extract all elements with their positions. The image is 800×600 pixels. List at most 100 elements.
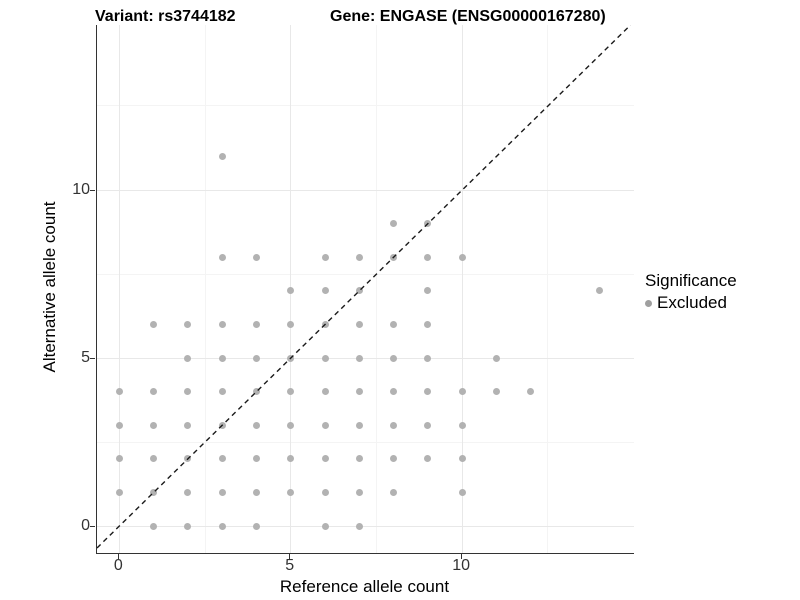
data-point — [287, 489, 295, 496]
y-axis-title: Alternative allele count — [40, 201, 59, 373]
data-point — [321, 354, 329, 362]
data-point — [115, 421, 123, 429]
data-point — [458, 421, 466, 429]
data-point — [287, 354, 295, 362]
gridline — [547, 25, 549, 553]
data-point — [287, 320, 295, 328]
data-point — [184, 522, 192, 530]
data-point — [184, 320, 192, 328]
data-point — [150, 522, 158, 530]
data-point — [252, 253, 260, 261]
gridline — [97, 525, 634, 527]
data-point — [355, 489, 363, 496]
data-point — [252, 388, 260, 396]
legend: Significance Excluded — [645, 271, 737, 313]
data-point — [424, 388, 432, 396]
gridline — [97, 441, 634, 443]
y-tick-mark — [90, 189, 95, 191]
data-point — [218, 522, 226, 530]
x-tick-mark — [117, 554, 119, 559]
data-point — [492, 388, 500, 396]
data-point — [390, 253, 398, 261]
data-point — [458, 489, 466, 496]
data-point — [218, 152, 226, 160]
data-point — [355, 354, 363, 362]
legend-title: Significance — [645, 271, 737, 290]
data-point — [287, 421, 295, 429]
data-point — [390, 388, 398, 396]
data-point — [150, 320, 158, 328]
gridline — [204, 25, 206, 553]
data-point — [252, 455, 260, 463]
data-point — [184, 388, 192, 396]
data-point — [321, 489, 329, 496]
data-point — [218, 320, 226, 328]
gridline — [461, 25, 463, 553]
data-point — [390, 489, 398, 496]
data-point — [115, 489, 123, 496]
x-tick-mark — [460, 554, 462, 559]
x-tick-label: 10 — [452, 557, 471, 574]
data-point — [252, 320, 260, 328]
data-point — [390, 455, 398, 463]
data-point — [355, 421, 363, 429]
data-point — [252, 489, 260, 496]
data-point — [355, 522, 363, 530]
identity-dashed-line — [97, 25, 632, 549]
data-point — [150, 455, 158, 463]
data-point — [424, 287, 432, 295]
y-tick-mark — [90, 525, 95, 527]
data-point — [390, 421, 398, 429]
data-point — [458, 455, 466, 463]
plot-title-gene: Gene: ENGASE (ENSG00000167280) — [330, 8, 606, 25]
data-point — [150, 489, 158, 496]
y-tick-label: 10 — [72, 181, 90, 199]
data-point — [252, 421, 260, 429]
x-tick-label: 0 — [113, 557, 123, 574]
x-tick-mark — [289, 554, 291, 559]
data-point — [321, 455, 329, 463]
data-point — [218, 354, 226, 362]
data-point — [321, 287, 329, 295]
data-point — [424, 455, 432, 463]
x-tick-label: 5 — [285, 557, 295, 574]
data-point — [252, 522, 260, 530]
data-point — [218, 253, 226, 261]
data-point — [321, 421, 329, 429]
data-point — [355, 253, 363, 261]
gridline — [97, 357, 634, 359]
data-point — [150, 421, 158, 429]
data-point — [184, 455, 192, 463]
legend-marker-dot — [645, 299, 652, 307]
data-point — [390, 220, 398, 228]
gridline — [118, 25, 120, 553]
legend-item-excluded: Excluded — [645, 293, 737, 313]
data-point — [355, 320, 363, 328]
gridline — [97, 189, 634, 191]
data-point — [184, 421, 192, 429]
data-point — [218, 421, 226, 429]
legend-item-label: Excluded — [657, 293, 727, 312]
data-point — [355, 388, 363, 396]
data-point — [424, 421, 432, 429]
y-tick-label: 5 — [81, 349, 90, 367]
gridline — [97, 273, 634, 275]
data-point — [287, 455, 295, 463]
plot-panel — [96, 25, 634, 554]
data-point — [150, 388, 158, 396]
data-point — [424, 253, 432, 261]
data-point — [595, 287, 603, 295]
data-point — [321, 253, 329, 261]
data-point — [458, 388, 466, 396]
data-point — [218, 388, 226, 396]
gridline — [375, 25, 377, 553]
data-point — [115, 388, 123, 396]
data-point — [355, 287, 363, 295]
y-tick-mark — [90, 357, 95, 359]
data-point — [321, 522, 329, 530]
data-point — [218, 455, 226, 463]
data-point — [321, 320, 329, 328]
gridline — [97, 105, 634, 107]
data-point — [252, 354, 260, 362]
